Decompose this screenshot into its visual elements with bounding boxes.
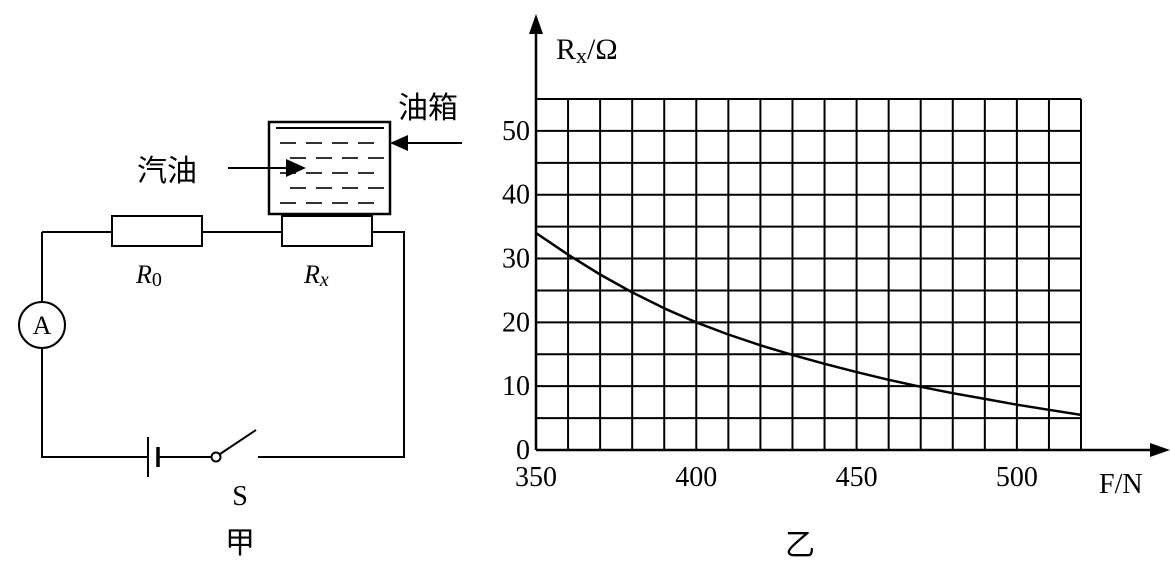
circuit-caption: 甲	[225, 526, 255, 561]
y-axis-label: Rx/Ω	[556, 33, 618, 68]
graph-caption: 乙	[785, 528, 815, 563]
resistor-rx-label: Rx	[303, 260, 329, 291]
gasoline-arrow-head	[286, 159, 306, 177]
graph: 350 400 450 500 0 10 20 30 40 50	[502, 14, 1170, 493]
switch-label: S	[232, 481, 248, 512]
y-axis-arrow	[529, 14, 543, 34]
y-tick-label: 30	[502, 244, 530, 275]
ammeter-label: A	[33, 311, 52, 340]
gasoline-label: 汽油	[137, 154, 197, 189]
y-tick-label: 20	[502, 307, 530, 338]
x-tick-label: 500	[996, 462, 1038, 493]
oil-liquid-hatch	[276, 127, 384, 204]
circuit-diagram	[41, 231, 405, 458]
x-tick-label: 350	[515, 462, 557, 493]
oil-tank-arrow-head	[390, 135, 408, 151]
x-tick-label: 400	[675, 462, 717, 493]
resistor-rx	[281, 215, 373, 247]
y-tick-label: 0	[516, 435, 530, 466]
series-line	[535, 231, 1082, 417]
resistor-r0-label: R0	[135, 260, 162, 291]
x-axis-arrow	[1150, 443, 1170, 457]
x-axis-label: F/N	[1099, 469, 1143, 500]
y-tick-label: 50	[502, 116, 530, 147]
wire-top-right	[258, 231, 405, 458]
wire-left-lower	[41, 348, 148, 458]
switch	[210, 429, 257, 463]
y-tick-label: 40	[502, 180, 530, 211]
resistor-r0	[111, 215, 203, 247]
oil-tank-label: 油箱	[398, 91, 458, 126]
x-tick-label: 450	[836, 462, 878, 493]
battery	[147, 437, 160, 477]
ammeter	[18, 301, 66, 349]
y-tick-label: 10	[502, 371, 530, 402]
